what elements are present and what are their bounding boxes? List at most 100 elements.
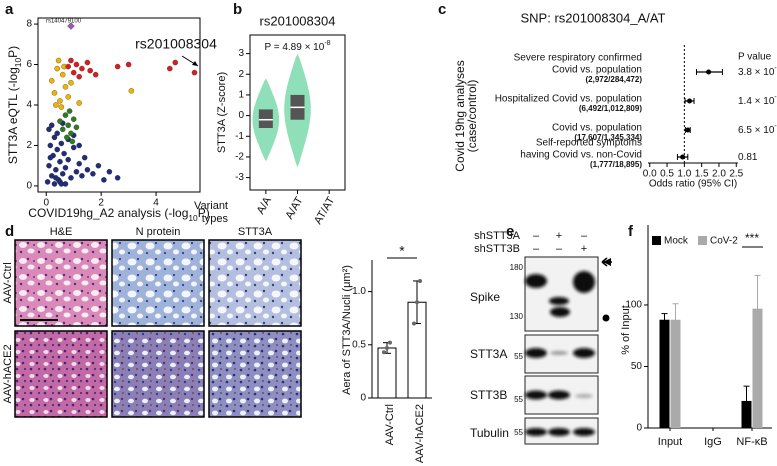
- data-point: [388, 340, 392, 345]
- x-tick-label: 2.5: [729, 169, 743, 180]
- p-value-header: P value: [738, 52, 772, 63]
- point: [92, 71, 99, 78]
- row-label: Severe respiratory confirmed: [514, 53, 642, 64]
- point: [114, 175, 121, 181]
- point: [53, 166, 59, 173]
- micrograph: [14, 239, 108, 327]
- point: [46, 126, 52, 133]
- y-tick-label: 0.5: [352, 339, 366, 350]
- box: [258, 109, 273, 128]
- y-tick-label: 0: [238, 110, 244, 121]
- x-tick-label: 2: [98, 198, 104, 209]
- x-axis-label: Odds ratio (95% CI): [649, 179, 737, 190]
- legend-label: Mock: [664, 236, 689, 247]
- odds-ratio: [687, 98, 693, 104]
- point: [70, 116, 77, 122]
- x-axis-label: types: [202, 213, 229, 225]
- point: [125, 61, 132, 68]
- chart-title: rs201008304: [260, 13, 336, 28]
- data-point: [415, 300, 419, 305]
- point: [57, 98, 63, 104]
- point: [68, 57, 74, 64]
- point: [57, 158, 63, 165]
- size-marker: 55: [514, 395, 523, 404]
- chart-subtitle-part: P = 4.89 × 10: [264, 42, 324, 53]
- p-value-part: 6.5 × 10: [738, 125, 775, 136]
- point: [76, 73, 82, 80]
- p-value: 0.81: [738, 152, 758, 163]
- point: [62, 112, 69, 118]
- point: [59, 171, 66, 177]
- y-tick-label: 2: [26, 140, 32, 151]
- condition-sign: –: [556, 243, 563, 255]
- y-tick-label: 6: [26, 59, 32, 70]
- point: [57, 118, 63, 124]
- point: [65, 156, 71, 163]
- point: [76, 160, 82, 167]
- point: [54, 146, 60, 153]
- size-marker: 55: [514, 352, 523, 361]
- row-label: AAV-hACE2: [2, 344, 14, 403]
- p-value: 6.5 × 10-3: [738, 123, 777, 135]
- point: [48, 77, 55, 84]
- point: [54, 65, 60, 72]
- data-point: [385, 345, 389, 350]
- point: [62, 84, 69, 90]
- point: [76, 142, 82, 149]
- band: [573, 271, 595, 293]
- band: [525, 390, 547, 400]
- chart-subtitle-part: -8: [324, 40, 330, 47]
- y-tick-label: -1: [235, 131, 244, 142]
- point: [48, 122, 55, 128]
- x-axis-label-part: COVID19hg_A2 analysis (-log: [28, 206, 188, 220]
- dot-marker: [602, 314, 610, 322]
- micrograph: [111, 239, 205, 327]
- legend-swatch: [698, 236, 707, 245]
- y-tick-label: 50: [631, 361, 643, 372]
- panel-letter: e: [506, 223, 514, 240]
- point: [69, 138, 76, 145]
- blot-row-label: Spike: [470, 290, 500, 304]
- x-tick-label: 1.5: [695, 169, 709, 180]
- point: [44, 179, 51, 185]
- point: [76, 100, 82, 106]
- point: [65, 63, 71, 70]
- panel-letter: a: [5, 1, 14, 18]
- p-value-part: -3: [774, 123, 777, 130]
- y-tick-label: -2: [235, 152, 244, 163]
- size-marker: 130: [510, 312, 524, 321]
- blot-strip: [524, 256, 599, 332]
- x-tick-label: 1.0: [677, 169, 691, 180]
- band: [573, 428, 595, 436]
- point: [95, 162, 102, 169]
- x-tick-label: 0.0: [643, 169, 657, 180]
- point: [55, 57, 62, 64]
- annotation: rs201008304: [135, 36, 217, 52]
- x-tick-label: 0.5: [660, 169, 674, 180]
- point: [51, 181, 58, 187]
- micrograph: [14, 330, 108, 418]
- x-tick-label: AAV-hACE2: [414, 404, 426, 463]
- y-axis-label: % of Input: [620, 305, 632, 355]
- point: [68, 175, 74, 181]
- condition-label: shSTT3B: [474, 243, 520, 255]
- band: [549, 297, 569, 305]
- micrographs: [14, 239, 302, 418]
- point: [73, 124, 80, 131]
- blot: [524, 256, 612, 445]
- p-value-part: 3.8 × 10: [738, 67, 775, 78]
- point: [64, 134, 70, 141]
- y-axis-label-part: P): [6, 46, 20, 58]
- y-axis-label: STT3A (Z-score): [216, 72, 228, 153]
- bar: [659, 319, 670, 428]
- point: [59, 126, 66, 133]
- band: [525, 428, 547, 436]
- y-axis-label: Aera of STT3A/Nucli (μm²): [341, 265, 353, 395]
- panel-letter: c: [438, 1, 446, 18]
- y-tick-label: 0: [360, 393, 366, 404]
- p-value-part: -6: [774, 65, 777, 72]
- point: [79, 173, 85, 179]
- point: [51, 134, 58, 141]
- point: [51, 90, 58, 96]
- band: [550, 307, 570, 317]
